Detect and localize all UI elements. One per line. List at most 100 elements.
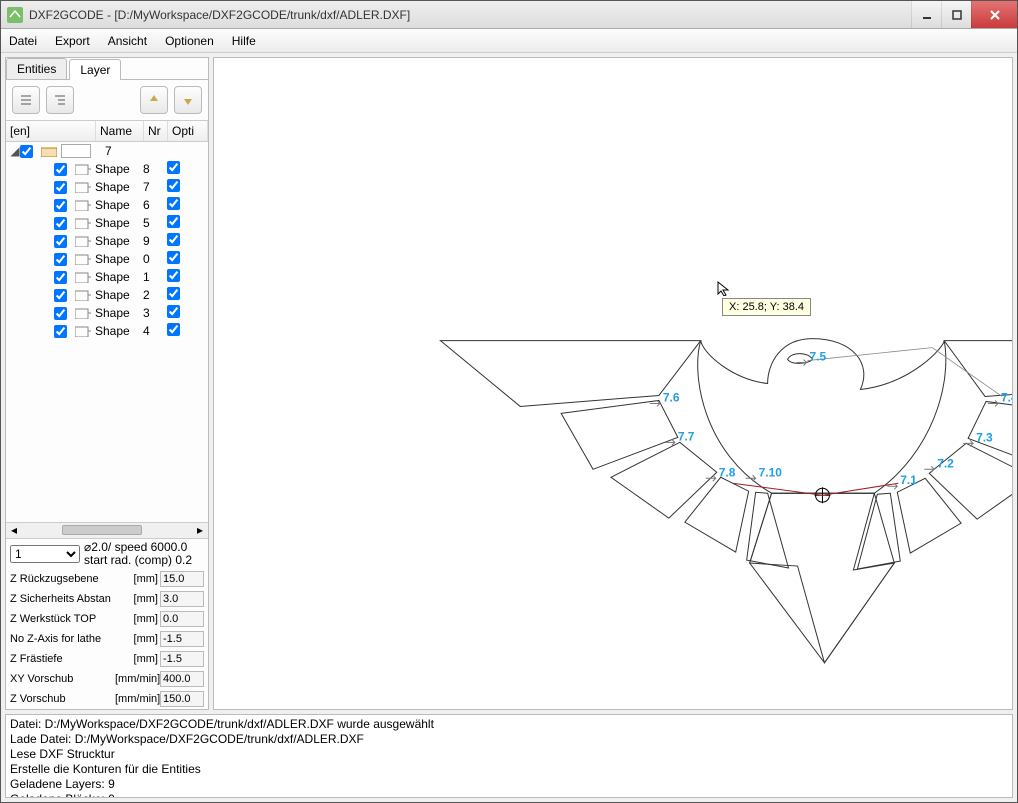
root-name-input[interactable] (61, 144, 91, 158)
log-line: Geladene Layers: 9 (10, 777, 1008, 792)
param-row: Z Werkstück TOP [mm] (6, 609, 208, 629)
menu-hilfe[interactable]: Hilfe (232, 34, 256, 48)
row-opt-checkbox[interactable] (167, 197, 180, 210)
row-opt-checkbox[interactable] (167, 269, 180, 282)
close-button[interactable] (971, 1, 1017, 28)
row-opt-checkbox[interactable] (167, 233, 180, 246)
menu-ansicht[interactable]: Ansicht (108, 34, 147, 48)
param-unit: [mm] (115, 573, 160, 585)
tree-row[interactable]: Shape 5 (6, 214, 208, 232)
move-down-button[interactable] (174, 86, 202, 114)
col-nr[interactable]: Nr (144, 121, 168, 141)
move-up-button[interactable] (140, 86, 168, 114)
row-nr: 8 (143, 162, 167, 176)
row-en-checkbox[interactable] (54, 325, 67, 338)
shape-icon (75, 325, 91, 337)
param-input[interactable] (160, 591, 204, 607)
row-en-checkbox[interactable] (54, 271, 67, 284)
tree-row[interactable]: Shape 4 (6, 322, 208, 340)
layer-tree[interactable]: ◢ 7 Shape 8 Shape 7 Shape 6 Shape 5 Shap… (6, 142, 208, 522)
tree-row[interactable]: Shape 0 (6, 250, 208, 268)
layer-select[interactable]: 1 (10, 545, 80, 563)
param-row: XY Vorschub [mm/min] (6, 669, 208, 689)
row-opt-checkbox[interactable] (167, 215, 180, 228)
row-name: Shape (95, 270, 143, 284)
row-en-checkbox[interactable] (54, 199, 67, 212)
row-opt-checkbox[interactable] (167, 287, 180, 300)
row-opt-checkbox[interactable] (167, 323, 180, 336)
param-label: XY Vorschub (10, 673, 115, 685)
tree-hscroll[interactable]: ◂ ▸ (6, 522, 208, 538)
window-buttons (911, 1, 1017, 28)
root-checkbox[interactable] (20, 145, 33, 158)
row-en-checkbox[interactable] (54, 235, 67, 248)
param-label: Z Vorschub (10, 693, 115, 705)
drawing-svg: 7.57.67.77.87.107.47.37.27.1 (214, 58, 1012, 709)
tree-row[interactable]: Shape 2 (6, 286, 208, 304)
shape-label: 7.6 (663, 390, 680, 404)
row-en-checkbox[interactable] (54, 163, 67, 176)
row-nr: 1 (143, 270, 167, 284)
param-unit: [mm/min] (115, 673, 160, 685)
titlebar: DXF2GCODE - [D:/MyWorkspace/DXF2GCODE/tr… (1, 1, 1017, 29)
drawing-canvas[interactable]: 7.57.67.77.87.107.47.37.27.1 X: 25.8; Y:… (213, 57, 1013, 710)
col-en[interactable]: [en] (6, 121, 96, 141)
menu-datei[interactable]: Datei (9, 34, 37, 48)
tab-entities[interactable]: Entities (6, 58, 67, 79)
collapse-all-button[interactable] (12, 86, 40, 114)
expand-all-button[interactable] (46, 86, 74, 114)
row-en-checkbox[interactable] (54, 217, 67, 230)
tab-layer[interactable]: Layer (69, 59, 121, 80)
scroll-thumb[interactable] (62, 525, 142, 535)
expand-toggle[interactable]: ◢ (10, 144, 20, 158)
maximize-button[interactable] (941, 1, 971, 28)
param-input[interactable] (160, 671, 204, 687)
param-input[interactable] (160, 631, 204, 647)
shape-icon (75, 289, 91, 301)
row-name: Shape (95, 306, 143, 320)
param-unit: [mm] (115, 633, 160, 645)
menu-optionen[interactable]: Optionen (165, 34, 214, 48)
row-nr: 7 (143, 180, 167, 194)
param-input[interactable] (160, 651, 204, 667)
col-name[interactable]: Name (96, 121, 144, 141)
cursor-icon (716, 280, 732, 296)
shape-icon (75, 271, 91, 283)
row-en-checkbox[interactable] (54, 253, 67, 266)
row-en-checkbox[interactable] (54, 289, 67, 302)
row-opt-checkbox[interactable] (167, 251, 180, 264)
param-input[interactable] (160, 691, 204, 707)
row-name: Shape (95, 180, 143, 194)
row-opt-checkbox[interactable] (167, 161, 180, 174)
arrow-up-icon (146, 92, 162, 108)
row-opt-checkbox[interactable] (167, 305, 180, 318)
menu-export[interactable]: Export (55, 34, 90, 48)
app-window: DXF2GCODE - [D:/MyWorkspace/DXF2GCODE/tr… (0, 0, 1018, 803)
param-input[interactable] (160, 611, 204, 627)
param-input[interactable] (160, 571, 204, 587)
row-nr: 4 (143, 324, 167, 338)
param-unit: [mm] (115, 593, 160, 605)
row-opt-checkbox[interactable] (167, 179, 180, 192)
tree-row[interactable]: Shape 9 (6, 232, 208, 250)
row-name: Shape (95, 288, 143, 302)
tree-row[interactable]: Shape 3 (6, 304, 208, 322)
col-opt[interactable]: Opti (168, 121, 208, 141)
tree-row[interactable]: Shape 8 (6, 160, 208, 178)
sidebar-tabs: Entities Layer (6, 58, 208, 80)
coordinate-tooltip: X: 25.8; Y: 38.4 (722, 298, 811, 316)
row-en-checkbox[interactable] (54, 307, 67, 320)
tree-row[interactable]: Shape 6 (6, 196, 208, 214)
param-row: Z Vorschub [mm/min] (6, 689, 208, 709)
shape-label: 7.8 (719, 465, 736, 479)
minimize-button[interactable] (911, 1, 941, 28)
param-label: Z Rückzugsebene (10, 573, 115, 585)
log-panel[interactable]: Datei: D:/MyWorkspace/DXF2GCODE/trunk/dx… (5, 714, 1013, 798)
tree-row[interactable]: Shape 7 (6, 178, 208, 196)
upper-pane: Entities Layer [en] Name Nr Opti (5, 57, 1013, 710)
row-nr: 2 (143, 288, 167, 302)
tree-root[interactable]: ◢ 7 (6, 142, 208, 160)
row-en-checkbox[interactable] (54, 181, 67, 194)
tree-row[interactable]: Shape 1 (6, 268, 208, 286)
param-label: Z Frästiefe (10, 653, 115, 665)
